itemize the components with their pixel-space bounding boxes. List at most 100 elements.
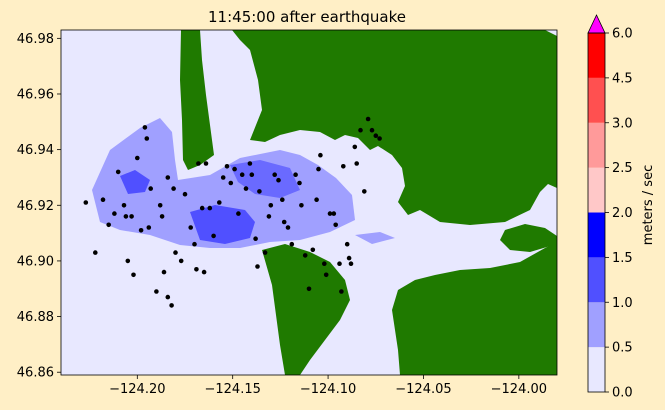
south-spit-land	[262, 244, 350, 375]
colorbar-segment	[588, 33, 605, 78]
gauge-marker	[266, 214, 272, 219]
gauge-marker	[211, 233, 216, 239]
plot-frame	[60, 29, 558, 376]
gauge-marker	[341, 164, 346, 169]
gauge-marker	[339, 289, 344, 294]
gauge-marker	[106, 222, 111, 228]
gauge-marker	[268, 203, 274, 208]
y-tick-label: 46.86	[17, 366, 54, 381]
colorbar-segment	[588, 212, 605, 258]
gauge-marker	[346, 255, 352, 261]
gauge-marker	[161, 269, 167, 275]
colorbar-tick-label: 0.0	[612, 386, 633, 401]
gauge-marker	[306, 286, 312, 292]
gauge-marker	[207, 205, 213, 211]
colorbar-segment	[588, 167, 605, 213]
gauge-marker	[310, 247, 316, 253]
gauge-marker	[165, 294, 171, 300]
north-shore-land	[232, 30, 557, 225]
gauge-marker	[144, 136, 150, 141]
gauge-marker	[142, 125, 148, 130]
gauge-marker	[138, 228, 144, 233]
gauge-marker	[192, 241, 197, 247]
gauge-marker	[358, 127, 363, 133]
gauge-marker	[257, 189, 262, 194]
colorbar: 0.0 0.5 1.0 1.5 2.0 2.5 3.0 4.5 6.0	[587, 14, 633, 401]
gauge-marker	[352, 144, 358, 150]
gauge-marker	[243, 186, 249, 191]
gauge-marker	[129, 214, 134, 219]
gauge-marker	[316, 166, 321, 172]
gauge-marker	[220, 175, 226, 180]
gauge-marker	[354, 161, 360, 166]
flow-speed-patch-1.0	[190, 205, 255, 244]
colorbar-tick-label: 0.5	[612, 341, 633, 356]
colorbar-tick-label: 6.0	[612, 27, 633, 42]
colorbar-tick-label: 4.5	[612, 71, 633, 86]
gauge-marker	[239, 172, 245, 177]
y-axis: 46.86 46.88 46.90 46.92 46.94 46.96 46.98	[17, 32, 61, 381]
north-spit-land	[180, 30, 214, 170]
gauge-marker	[272, 172, 278, 177]
gauge-marker	[253, 236, 258, 241]
colorbar-segment	[588, 347, 605, 393]
colorbar-tick-label: 2.0	[612, 206, 633, 221]
gauge-marker	[169, 303, 174, 308]
gauge-marker	[373, 133, 379, 138]
gauge-marker	[224, 164, 230, 169]
x-tick-label: −124.05	[395, 382, 451, 397]
colorbar-tick-label: 3.0	[612, 116, 633, 131]
gauge-marker	[249, 172, 255, 177]
y-tick-label: 46.96	[17, 87, 54, 102]
x-tick-label: −124.15	[204, 382, 260, 397]
gauge-marker	[178, 258, 184, 264]
gauge-marker	[331, 211, 337, 216]
south-shore-land	[392, 242, 557, 375]
colorbar-segment	[588, 257, 605, 303]
gauge-marker	[276, 177, 281, 183]
gauge-marker	[165, 175, 171, 180]
y-tick-label: 46.90	[17, 254, 54, 269]
gauge-marker	[203, 161, 209, 166]
gauge-marker	[369, 127, 375, 133]
flow-speed-patch-0.5	[92, 118, 355, 248]
x-tick-label: −124.00	[491, 382, 547, 397]
gauge-marker	[299, 203, 304, 208]
gauge-marker	[344, 241, 350, 247]
gauge-marker	[100, 197, 106, 202]
gauge-marker	[314, 197, 319, 202]
gauge-marker	[255, 264, 260, 269]
gauge-marker	[196, 161, 201, 166]
gauge-marker	[173, 250, 178, 255]
gauge-marker	[236, 211, 241, 216]
gauge-marker	[232, 166, 237, 172]
gauge-marker	[171, 186, 176, 191]
gauge-marker	[280, 197, 285, 202]
y-tick-label: 46.98	[17, 32, 54, 47]
gauge-marker	[302, 253, 308, 258]
east-island-land	[500, 224, 557, 252]
colorbar-tick-label: 1.0	[612, 296, 633, 311]
gauge-marker	[333, 222, 339, 228]
gauge-marker	[194, 267, 199, 272]
gauge-marker	[201, 269, 207, 275]
gauge-marker	[365, 116, 371, 122]
gauge-marker	[83, 200, 89, 205]
gauge-marker	[289, 241, 295, 247]
gauge-marker	[377, 136, 382, 141]
gauge-marker	[323, 272, 329, 278]
colorbar-segment	[588, 77, 605, 123]
gauge-marker	[157, 203, 163, 208]
gauge-marker	[337, 261, 342, 267]
flow-speed-patch-0.5-b	[355, 232, 395, 244]
map-plot-area	[61, 30, 557, 375]
gauge-marker	[281, 219, 287, 225]
gauge-marker	[123, 214, 129, 219]
gauge-marker	[121, 203, 127, 208]
gauge-marker	[112, 211, 117, 216]
gauge-marker	[159, 214, 165, 219]
x-tick-label: −124.10	[300, 382, 356, 397]
gauge-marker	[362, 189, 367, 194]
colorbar-segment	[588, 302, 605, 348]
colorbar-extend-arrow	[587, 14, 606, 34]
